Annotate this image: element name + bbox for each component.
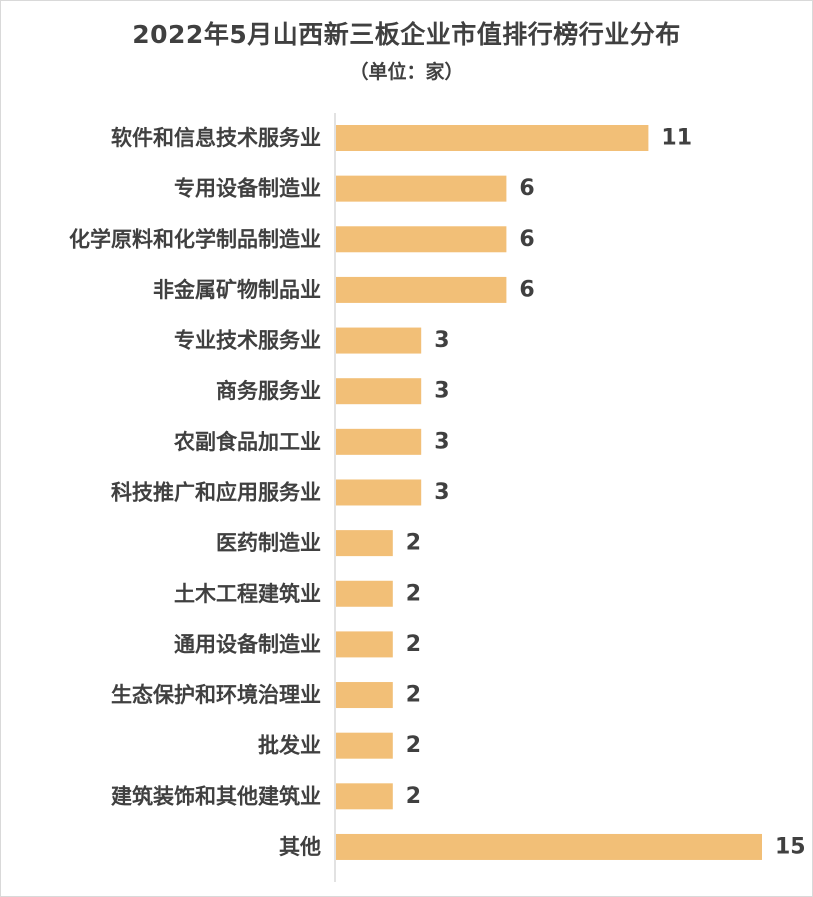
bar [336, 530, 393, 557]
category-tick-label: 医药制造业 [216, 531, 321, 555]
data-label: 3 [434, 328, 449, 353]
data-label: 2 [406, 733, 421, 758]
bar [336, 378, 422, 405]
category-tick-label: 专用设备制造业 [174, 177, 321, 201]
bar [336, 580, 393, 607]
chart-subtitle: （单位：家） [349, 61, 464, 83]
category-tick-label: 其他 [279, 835, 321, 859]
data-label: 2 [406, 581, 421, 606]
data-label: 15 [775, 834, 806, 859]
data-label: 2 [406, 683, 421, 708]
data-label: 6 [519, 227, 534, 252]
category-tick-label: 专业技术服务业 [174, 329, 321, 353]
bar [336, 732, 393, 759]
category-tick-label: 通用设备制造业 [174, 632, 321, 656]
category-tick-label: 生态保护和环境治理业 [111, 683, 321, 707]
category-tick-label: 商务服务业 [216, 379, 321, 403]
bar [336, 428, 422, 455]
data-label: 3 [434, 429, 449, 454]
bar [336, 783, 393, 810]
bar [336, 125, 649, 151]
category-tick-label: 农副食品加工业 [173, 430, 321, 454]
data-label: 2 [406, 784, 421, 809]
bar [336, 226, 507, 253]
data-label: 6 [519, 277, 534, 302]
bar [336, 833, 762, 860]
category-tick-label: 软件和信息技术服务业 [111, 126, 321, 150]
category-tick-label: 建筑装饰和其他建筑业 [111, 784, 321, 808]
data-label: 2 [406, 632, 421, 657]
category-tick-label: 化学原料和化学制品制造业 [69, 227, 321, 251]
data-label: 3 [434, 480, 449, 505]
category-tick-label: 非金属矿物制品业 [153, 278, 321, 302]
bar [336, 479, 422, 506]
bar [336, 631, 393, 658]
chart-title: 2022年5月山西新三板企业市值排行榜行业分布 [132, 20, 681, 49]
category-tick-label: 土木工程建筑业 [174, 582, 321, 606]
bar [336, 682, 393, 709]
bar [336, 327, 422, 354]
data-label: 3 [434, 379, 449, 404]
data-label: 6 [519, 176, 534, 201]
data-label: 2 [406, 531, 421, 556]
bar [336, 175, 507, 202]
category-tick-label: 批发业 [258, 734, 321, 758]
data-label: 11 [661, 126, 692, 151]
bar [336, 276, 507, 303]
category-tick-label: 科技推广和应用服务业 [111, 480, 321, 504]
